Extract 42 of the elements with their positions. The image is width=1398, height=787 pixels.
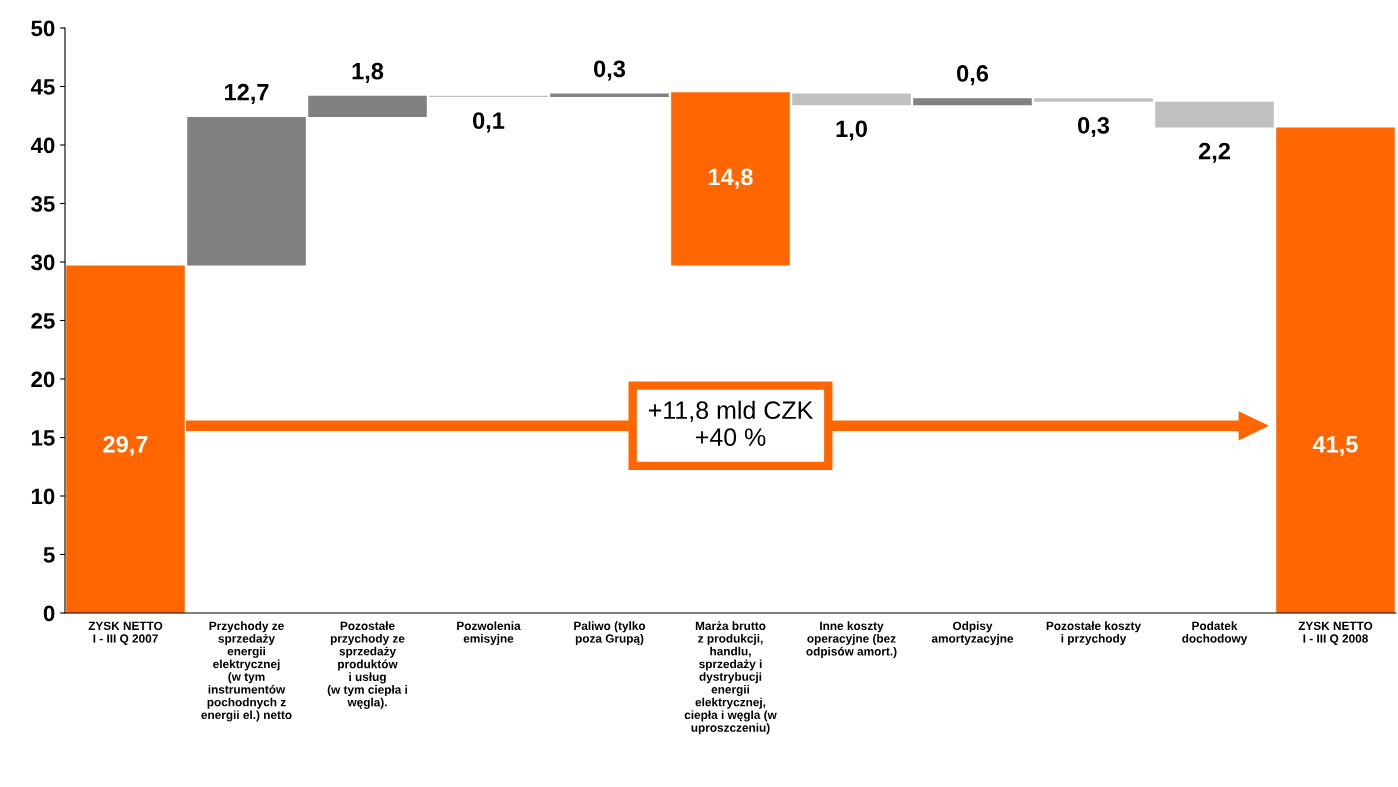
x-tick-label: Pozostałe koszty i przychody — [1046, 621, 1142, 646]
bar — [792, 93, 911, 106]
x-tick-label: ZYSK NETTO I - III Q 2007 — [88, 621, 163, 645]
x-tick-label: Paliwo (tylko poza Grupą) — [574, 621, 646, 646]
category-label: Marża brutto z produkcji, handlu, sprzedaży i dystrybucji energii elektrycznej, ciepła i węgla (w uproszczeniu) — [684, 621, 777, 735]
data-label: 0,6 — [957, 65, 989, 86]
y-tick-label: 15 — [31, 430, 55, 446]
x-tick-label: Inne koszty operacyjne (bez odpisów amort.) — [806, 621, 897, 658]
data-label: 29,7 — [103, 435, 148, 457]
y-tick-label: 35 — [31, 196, 55, 212]
bar — [1155, 101, 1274, 128]
y-tick-label: 45 — [30, 79, 55, 95]
bar — [671, 92, 790, 266]
x-tick-label: Pozostałe przychody ze sprzedaży produktów i usług (w tym ciepła i węgla). — [327, 621, 408, 709]
data-label: 1,0 — [836, 120, 867, 141]
y-tick-label: 5 — [43, 547, 55, 563]
bar — [1276, 127, 1395, 613]
x-tick-label: ZYSK NETTO I - III Q 2008 — [1298, 621, 1373, 645]
y-tick-label: 0 — [43, 605, 55, 622]
data-label: 0,1 — [473, 112, 505, 133]
y-tick-label: 30 — [31, 254, 55, 271]
data-label: 41,5 — [1312, 436, 1358, 457]
data-label: 2,2 — [1198, 142, 1230, 163]
data-label: 1,8 — [352, 62, 384, 83]
x-tick-label: Podatek dochodowy — [1182, 621, 1248, 646]
bar — [187, 116, 306, 266]
bar — [913, 98, 1032, 106]
y-tick-label: 20 — [31, 371, 55, 388]
data-label: 12,7 — [225, 83, 269, 104]
y-tick-label: 40 — [30, 137, 55, 154]
x-tick-label: Odpisy amortyzacyjne — [931, 621, 1014, 646]
y-tick-label: 50 — [31, 20, 55, 37]
data-label: 14,8 — [709, 168, 753, 189]
data-label: 0,3 — [594, 60, 626, 81]
y-tick-label: 10 — [31, 488, 55, 505]
data-label: 0,3 — [1078, 116, 1110, 138]
x-tick-label: Pozwolenia emisyjne — [457, 621, 521, 646]
x-tick-label: Przychody ze sprzedaży energii elektrycznej (w tym instrumentów pochodnych z energii el.) netto — [201, 621, 292, 722]
bar — [308, 95, 427, 117]
y-tick-label: 25 — [31, 313, 55, 329]
bar — [1034, 98, 1153, 102]
annotation: +11,8 mld CZK +40 % — [648, 400, 814, 446]
